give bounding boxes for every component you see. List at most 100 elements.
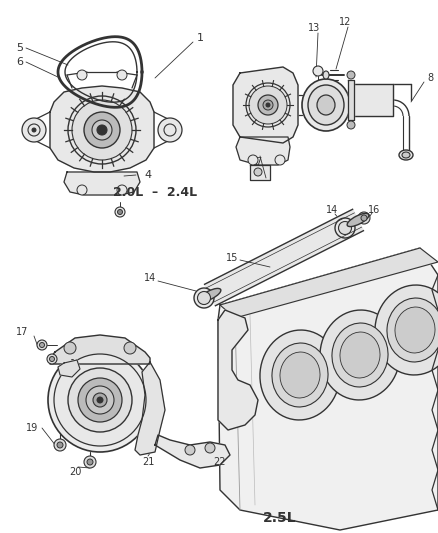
Polygon shape	[204, 209, 363, 306]
Text: 16: 16	[367, 205, 379, 215]
Ellipse shape	[334, 218, 354, 238]
Polygon shape	[219, 248, 437, 318]
Text: 20: 20	[69, 467, 81, 477]
Polygon shape	[155, 435, 230, 468]
Polygon shape	[349, 84, 392, 116]
Circle shape	[97, 125, 107, 135]
Circle shape	[48, 348, 152, 452]
Circle shape	[54, 354, 146, 446]
Ellipse shape	[199, 288, 220, 302]
Circle shape	[124, 342, 136, 354]
Ellipse shape	[322, 71, 328, 79]
Text: 8: 8	[426, 73, 432, 83]
Text: 21: 21	[141, 457, 154, 467]
Circle shape	[86, 386, 114, 414]
Polygon shape	[135, 362, 165, 455]
Text: 4: 4	[144, 170, 151, 180]
Polygon shape	[347, 80, 353, 120]
Circle shape	[117, 70, 127, 80]
Ellipse shape	[338, 222, 351, 235]
Polygon shape	[58, 360, 80, 377]
Text: 18: 18	[70, 359, 82, 369]
Circle shape	[248, 86, 286, 124]
Ellipse shape	[307, 85, 343, 125]
Circle shape	[158, 118, 182, 142]
Circle shape	[37, 340, 47, 350]
Text: 17: 17	[16, 327, 28, 337]
Polygon shape	[236, 137, 290, 165]
Ellipse shape	[346, 213, 368, 227]
Circle shape	[49, 357, 54, 361]
Circle shape	[93, 393, 107, 407]
Circle shape	[77, 185, 87, 195]
Polygon shape	[233, 67, 297, 143]
Ellipse shape	[197, 292, 210, 304]
Text: 19: 19	[26, 423, 38, 433]
Text: 15: 15	[225, 253, 238, 263]
Text: 5: 5	[17, 43, 24, 53]
Circle shape	[97, 397, 103, 403]
Polygon shape	[50, 335, 150, 364]
Ellipse shape	[301, 79, 349, 131]
Text: 22: 22	[213, 457, 226, 467]
Ellipse shape	[331, 323, 387, 387]
Circle shape	[247, 155, 258, 165]
Circle shape	[84, 456, 96, 468]
Polygon shape	[249, 165, 269, 180]
Circle shape	[274, 155, 284, 165]
Text: 7: 7	[254, 157, 261, 167]
Text: 14: 14	[144, 273, 156, 283]
Circle shape	[117, 209, 122, 214]
Ellipse shape	[194, 288, 213, 308]
Circle shape	[64, 342, 76, 354]
Circle shape	[312, 66, 322, 76]
Circle shape	[77, 70, 87, 80]
Polygon shape	[64, 172, 140, 195]
Polygon shape	[218, 310, 258, 430]
Polygon shape	[218, 248, 437, 530]
Text: 13: 13	[307, 23, 319, 33]
Circle shape	[117, 185, 127, 195]
Ellipse shape	[394, 307, 434, 353]
Ellipse shape	[259, 330, 339, 420]
Circle shape	[346, 121, 354, 129]
Circle shape	[265, 103, 269, 107]
Circle shape	[254, 168, 261, 176]
Circle shape	[68, 96, 136, 164]
Ellipse shape	[398, 150, 412, 160]
Ellipse shape	[319, 310, 399, 400]
Ellipse shape	[316, 95, 334, 115]
Polygon shape	[50, 86, 154, 172]
Text: 6: 6	[17, 57, 24, 67]
Circle shape	[357, 212, 369, 224]
Circle shape	[360, 215, 366, 221]
Text: 2.5L: 2.5L	[263, 511, 296, 525]
Circle shape	[262, 100, 272, 110]
Circle shape	[78, 378, 122, 422]
Circle shape	[84, 112, 120, 148]
Ellipse shape	[374, 285, 438, 375]
Text: 14: 14	[325, 205, 337, 215]
Text: 12: 12	[338, 17, 350, 27]
Circle shape	[87, 459, 93, 465]
Ellipse shape	[401, 152, 409, 158]
Circle shape	[22, 118, 46, 142]
Ellipse shape	[339, 332, 379, 378]
Circle shape	[205, 443, 215, 453]
Circle shape	[115, 207, 125, 217]
Ellipse shape	[386, 298, 438, 362]
Circle shape	[57, 442, 63, 448]
Ellipse shape	[272, 343, 327, 407]
Circle shape	[72, 100, 132, 160]
Circle shape	[258, 95, 277, 115]
Circle shape	[92, 120, 112, 140]
Circle shape	[245, 83, 290, 127]
Ellipse shape	[279, 352, 319, 398]
Circle shape	[184, 445, 194, 455]
Text: 1: 1	[196, 33, 203, 43]
Circle shape	[39, 343, 44, 348]
Circle shape	[32, 128, 36, 132]
Text: 2.0L  –  2.4L: 2.0L – 2.4L	[113, 187, 197, 199]
Circle shape	[346, 71, 354, 79]
Circle shape	[47, 354, 57, 364]
